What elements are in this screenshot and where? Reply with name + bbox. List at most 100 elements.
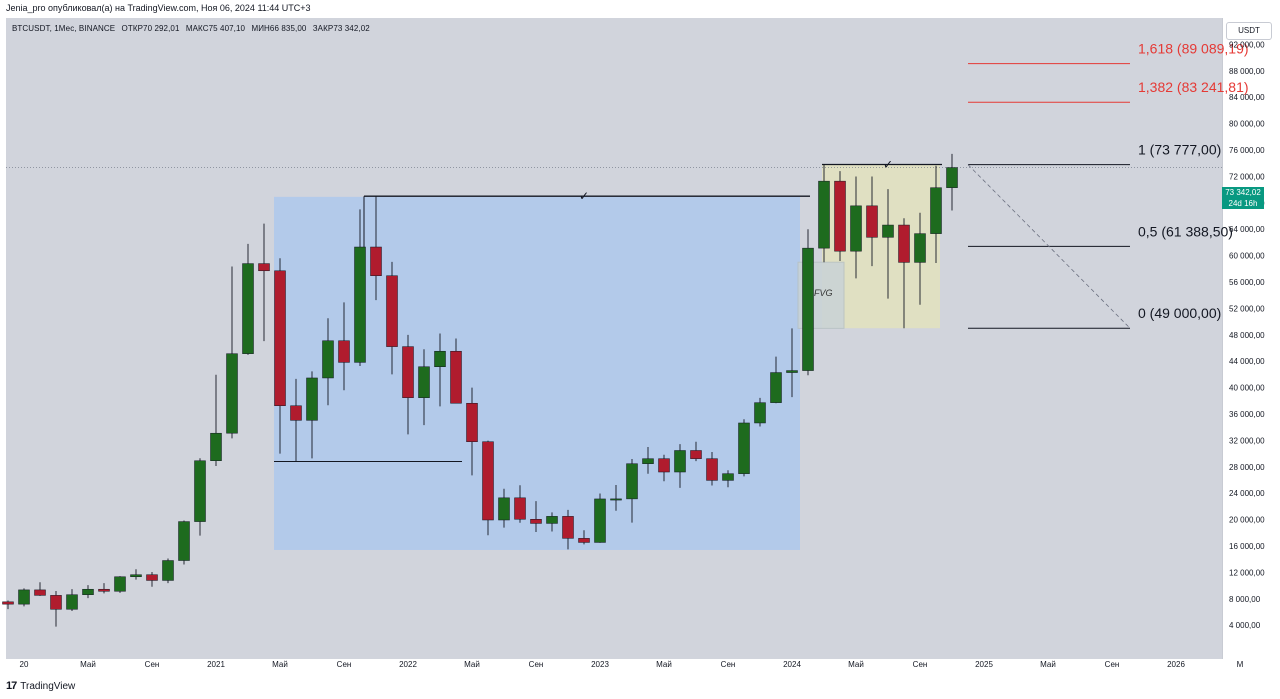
candle-body bbox=[626, 463, 638, 500]
candle-body bbox=[674, 450, 686, 473]
price-tick-label: 4 000,00 bbox=[1229, 621, 1261, 630]
close-value: ЗАКР73 342,02 bbox=[312, 24, 370, 33]
candle-body bbox=[434, 350, 446, 367]
price-tick-label: 12 000,00 bbox=[1229, 568, 1265, 577]
price-tick-label: 64 000,00 bbox=[1229, 225, 1265, 234]
candle-body bbox=[82, 588, 94, 595]
range-high-checkmark: ✓ bbox=[579, 189, 589, 203]
price-tick-label: 52 000,00 bbox=[1229, 304, 1265, 313]
candle bbox=[290, 378, 302, 462]
candle-body bbox=[98, 588, 110, 592]
price-tick-label: 28 000,00 bbox=[1229, 463, 1265, 472]
fib-level-label: 1,618 (89 089,19) bbox=[1138, 41, 1249, 57]
candle-body bbox=[770, 372, 782, 403]
candle bbox=[130, 569, 142, 580]
time-tick-label: Май bbox=[272, 660, 288, 669]
candle-body bbox=[754, 402, 766, 424]
time-tick-label: 2025 bbox=[975, 660, 993, 669]
time-tick-label: 2022 bbox=[399, 660, 417, 669]
candle bbox=[754, 397, 766, 427]
candle-body bbox=[402, 346, 414, 398]
candle bbox=[866, 176, 878, 267]
time-tick-label: Май bbox=[464, 660, 480, 669]
candle-body bbox=[514, 497, 526, 520]
candle bbox=[338, 302, 350, 391]
price-ticks: 4 000,00 8 000,00 12 000,00 16 000,00 20 000… bbox=[1229, 40, 1265, 630]
candle-body bbox=[722, 473, 734, 481]
candle-body bbox=[162, 560, 174, 581]
candle bbox=[146, 571, 158, 587]
candle bbox=[914, 212, 926, 305]
candle bbox=[674, 444, 686, 488]
price-tick-label: 40 000,00 bbox=[1229, 384, 1265, 393]
candle bbox=[466, 387, 478, 476]
candle bbox=[706, 451, 718, 486]
candle-body bbox=[418, 366, 430, 398]
tradingview-brand[interactable]: TradingView bbox=[20, 680, 76, 692]
candle-body bbox=[562, 516, 574, 539]
candle-body bbox=[546, 516, 558, 524]
candle-body bbox=[482, 441, 494, 521]
candle bbox=[226, 266, 238, 439]
time-axis[interactable] bbox=[6, 659, 1222, 675]
candles bbox=[2, 153, 958, 627]
candle bbox=[98, 583, 110, 594]
candle-body bbox=[194, 460, 206, 522]
time-tick-label: 2024 bbox=[783, 660, 801, 669]
candle-body bbox=[594, 498, 606, 543]
candle bbox=[946, 153, 958, 211]
candle-body bbox=[610, 498, 622, 501]
price-tick-label: 72 000,00 bbox=[1229, 172, 1265, 181]
candle bbox=[482, 440, 494, 536]
price-axis[interactable] bbox=[1222, 18, 1280, 659]
high-value: МАКС75 407,10 bbox=[185, 24, 246, 33]
candle-body bbox=[818, 180, 830, 249]
candle-body bbox=[466, 402, 478, 442]
time-tick-label: 20 bbox=[20, 660, 29, 669]
candle bbox=[370, 196, 382, 301]
candle bbox=[658, 454, 670, 482]
tradingview-logo-icon[interactable]: 17 bbox=[6, 680, 17, 692]
candle-body bbox=[2, 601, 14, 605]
candle-body bbox=[866, 205, 878, 238]
time-tick-label: 2021 bbox=[207, 660, 225, 669]
fib-extension: 1,618 (89 089,19) 1,382 (83 241,81) 1 (73 … bbox=[967, 41, 1249, 329]
candle-body bbox=[370, 246, 382, 276]
candle bbox=[578, 530, 590, 545]
time-tick-label: Май bbox=[80, 660, 96, 669]
candle-body bbox=[786, 370, 798, 373]
candle-body bbox=[290, 405, 302, 421]
time-tick-label: Май bbox=[1040, 660, 1056, 669]
consolidation-checkmark: ✓ bbox=[883, 158, 893, 172]
price-tick-label: 20 000,00 bbox=[1229, 516, 1265, 525]
annotation-lines: ✓✓ bbox=[6, 158, 1222, 463]
price-tick-label: 80 000,00 bbox=[1229, 120, 1265, 129]
candle bbox=[770, 356, 782, 404]
time-tick-label: Сен bbox=[529, 660, 544, 669]
candle bbox=[322, 318, 334, 406]
candle bbox=[402, 334, 414, 435]
candle bbox=[194, 458, 206, 536]
candle-body bbox=[242, 263, 254, 354]
candle-body bbox=[322, 340, 334, 379]
time-tick-label: Сен bbox=[1105, 660, 1120, 669]
candle-body bbox=[306, 377, 318, 421]
candle-body bbox=[386, 275, 398, 347]
candle-body bbox=[578, 538, 590, 543]
candle bbox=[306, 371, 318, 459]
fib-level-label: 0,5 (61 388,50) bbox=[1138, 223, 1233, 239]
candle-body bbox=[530, 519, 542, 524]
candle bbox=[690, 441, 702, 462]
price-tick-label: 24 000,00 bbox=[1229, 489, 1265, 498]
candle bbox=[594, 493, 606, 543]
candle bbox=[530, 501, 542, 533]
candle-body bbox=[914, 233, 926, 263]
candle bbox=[498, 488, 510, 528]
candle bbox=[82, 585, 94, 599]
open-value: ОТКР70 292,01 bbox=[121, 24, 180, 33]
price-tick-label: 44 000,00 bbox=[1229, 357, 1265, 366]
currency-selector[interactable]: USDT bbox=[1226, 22, 1272, 40]
fib-level-label: 0 (49 000,00) bbox=[1138, 305, 1221, 321]
candle-body bbox=[18, 589, 30, 605]
